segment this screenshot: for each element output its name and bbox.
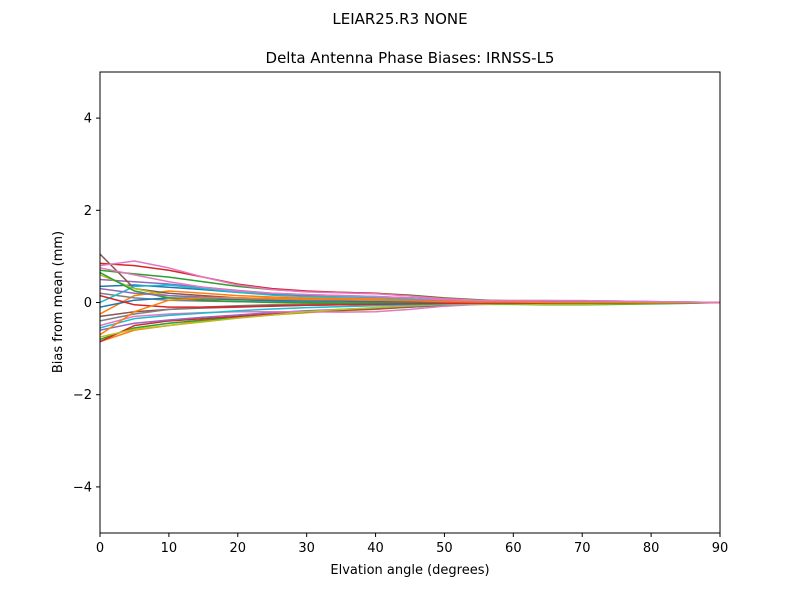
- x-tick-label: 50: [436, 541, 453, 556]
- x-axis-title: Elvation angle (degrees): [330, 563, 489, 578]
- y-tick-label: 0: [84, 296, 92, 311]
- x-tick-label: 80: [643, 541, 660, 556]
- x-tick-label: 70: [574, 541, 591, 556]
- y-axis: −4 −2 0 2 4: [73, 112, 100, 495]
- y-axis-title: Bias from mean (mm): [51, 231, 66, 373]
- x-axis: 0 10 20 30 40 50 60 70 80 90: [96, 533, 728, 556]
- x-tick-label: 90: [712, 541, 729, 556]
- x-tick-label: 30: [298, 541, 315, 556]
- figure-suptitle: LEIAR25.R3 NONE: [332, 10, 467, 28]
- y-tick-label: 4: [84, 112, 92, 127]
- x-tick-label: 40: [367, 541, 384, 556]
- y-tick-label: 2: [84, 204, 92, 219]
- y-tick-label: −4: [73, 480, 92, 495]
- series-line-24: [100, 297, 720, 336]
- chart-title: Delta Antenna Phase Biases: IRNSS-L5: [266, 49, 555, 67]
- y-tick-label: −2: [73, 388, 92, 403]
- x-tick-label: 60: [505, 541, 522, 556]
- series-line-25: [100, 267, 720, 304]
- x-tick-label: 10: [161, 541, 178, 556]
- series-layer: [100, 253, 720, 343]
- x-tick-label: 20: [230, 541, 247, 556]
- x-tick-label: 0: [96, 541, 104, 556]
